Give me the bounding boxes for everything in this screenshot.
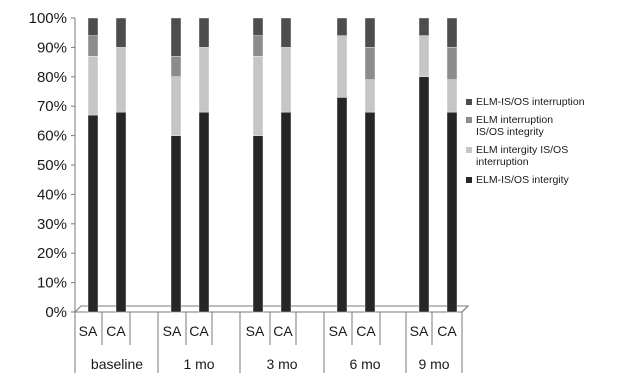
bar-segment-1 (446, 111, 458, 313)
legend-label: ELM intergity IS/OS interruption (476, 144, 569, 168)
legend-swatch (466, 147, 472, 153)
x-group-label: 3 mo (266, 356, 297, 372)
y-tick-label: 40% (37, 186, 67, 203)
bar-segment-1 (280, 111, 292, 313)
bar-segment-1 (336, 97, 348, 313)
y-tick-label: 100% (29, 10, 67, 27)
legend-swatch (466, 99, 472, 105)
bar-segment-4 (87, 17, 99, 36)
y-tick-label: 60% (37, 128, 67, 145)
x-bar-label: CA (106, 323, 126, 339)
bar-segment-4 (115, 17, 127, 48)
x-bar-label: SA (246, 323, 265, 339)
legend-item: ELM intergity IS/OS interruption (466, 144, 624, 168)
bar-segment-1 (418, 76, 430, 313)
x-bar-label: SA (329, 323, 348, 339)
bar-segment-2 (115, 47, 127, 113)
bar-segment-3 (446, 47, 458, 80)
y-tick-label: 30% (37, 216, 67, 233)
legend-label: ELM interruption IS/OS integrity (476, 114, 554, 138)
x-group-label: 9 mo (418, 356, 449, 372)
bar-segment-4 (336, 17, 348, 36)
bar-segment-1 (115, 111, 127, 313)
bar-segment-3 (87, 35, 99, 57)
bar-segment-2 (336, 35, 348, 98)
x-bar-label: SA (410, 323, 429, 339)
y-tick-label: 70% (37, 98, 67, 115)
legend-label: ELM-IS/OS interruption (476, 96, 585, 108)
y-tick-label: 10% (37, 275, 67, 292)
bar-segment-4 (418, 17, 430, 36)
x-bar-label: CA (356, 323, 376, 339)
legend-swatch (466, 117, 472, 123)
bar-segment-4 (364, 17, 376, 48)
bar-segment-2 (170, 76, 182, 136)
bar-segment-3 (364, 47, 376, 80)
y-tick-label: 50% (37, 157, 67, 174)
bar-segment-2 (280, 47, 292, 113)
bar-segment-4 (446, 17, 458, 48)
bar-segment-1 (87, 114, 99, 313)
x-bar-label: CA (189, 323, 209, 339)
y-tick-label: 0% (45, 304, 67, 321)
bar-segment-4 (198, 17, 210, 48)
bar-segment-4 (280, 17, 292, 48)
legend-swatch (466, 177, 472, 183)
x-bar-label: SA (79, 323, 98, 339)
bar-segment-1 (364, 111, 376, 313)
y-tick-label: 20% (37, 245, 67, 262)
x-bar-label: CA (437, 323, 457, 339)
bar-segment-4 (252, 17, 264, 36)
y-tick-label: 80% (37, 69, 67, 86)
bar-segment-3 (170, 56, 182, 78)
bar-segment-1 (170, 135, 182, 313)
legend-item: ELM-IS/OS interruption (466, 96, 624, 108)
x-group-label: 6 mo (349, 356, 380, 372)
x-group-label: baseline (91, 356, 143, 372)
x-bar-label: SA (163, 323, 182, 339)
bar-segment-2 (364, 79, 376, 113)
bar-segment-4 (170, 17, 182, 57)
bar-segment-2 (252, 56, 264, 136)
x-bar-label: CA (273, 323, 293, 339)
floor-edge (461, 305, 469, 313)
bar-segment-2 (87, 56, 99, 116)
bar-segment-2 (446, 79, 458, 113)
legend: ELM-IS/OS interruption ELM interruption I… (466, 96, 624, 192)
bar-segment-2 (418, 35, 430, 77)
bar-segment-3 (252, 35, 264, 57)
legend-item: ELM interruption IS/OS integrity (466, 114, 624, 138)
legend-label: ELM-IS/OS intergity (476, 174, 569, 186)
legend-item: ELM-IS/OS intergity (466, 174, 624, 186)
bar-segment-1 (198, 111, 210, 313)
bar-segment-1 (252, 135, 264, 313)
x-group-label: 1 mo (183, 356, 214, 372)
bar-segment-2 (198, 47, 210, 113)
y-tick-label: 90% (37, 39, 67, 56)
chart-floor (73, 305, 470, 313)
